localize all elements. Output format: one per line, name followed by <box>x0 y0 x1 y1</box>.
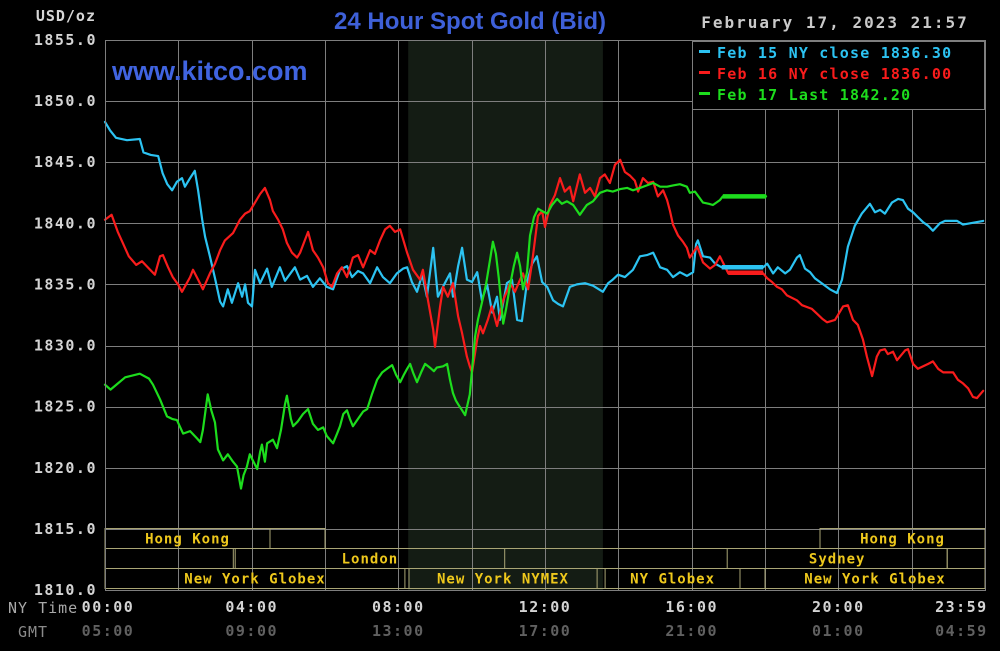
session-label: Sydney <box>809 552 866 568</box>
legend-dash-icon <box>699 50 710 53</box>
x-tick-ny: 23:59 <box>935 598 988 616</box>
legend-dash-icon <box>699 71 710 74</box>
gmt-axis-caption: GMT <box>18 623 49 641</box>
y-tick-label: 1835.0 <box>34 275 97 293</box>
y-tick-label: 1820.0 <box>34 459 97 477</box>
x-tick-ny: 00:00 <box>82 598 135 616</box>
session-box <box>408 568 598 589</box>
x-tick-ny: 20:00 <box>812 598 865 616</box>
y-tick-label: 1840.0 <box>34 214 97 232</box>
x-tick-ny: 08:00 <box>372 598 425 616</box>
x-tick-gmt: 21:00 <box>665 622 718 640</box>
session-label: New York Globex <box>804 572 945 588</box>
y-tick-label: 1850.0 <box>34 92 97 110</box>
y-axis-labels: 1810.0 1815.0 1820.0 1825.0 1830.0 1835.0 1840… <box>34 31 97 599</box>
x-tick-ny: 16:00 <box>665 598 718 616</box>
y-tick-label: 1855.0 <box>34 31 97 49</box>
session-label: New York NYMEX <box>437 572 569 588</box>
session-box <box>604 568 741 589</box>
y-tick-label: 1845.0 <box>34 153 97 171</box>
legend-dash-icon <box>699 92 710 95</box>
x-axis-ny-labels: 00:00 04:00 08:00 12:00 16:00 20:00 23:59 <box>82 598 988 616</box>
session-label: Hong Kong <box>860 532 945 548</box>
session-label: Hong Kong <box>145 532 230 548</box>
series-feb-17 <box>103 181 768 490</box>
legend-box: Feb 15 NY close 1836.30 Feb 16 NY close … <box>692 41 985 110</box>
kitco-watermark: www.kitco.com <box>112 56 308 86</box>
session-label: NY Globex <box>630 572 715 588</box>
x-tick-ny: 12:00 <box>519 598 572 616</box>
x-tick-ny: 04:00 <box>225 598 278 616</box>
y-tick-label: 1830.0 <box>34 337 97 355</box>
legend-label: Feb 15 NY close 1836.30 <box>717 44 953 62</box>
legend-item-feb-16: Feb 16 NY close 1836.00 <box>699 65 984 86</box>
y-axis-units-label: USD/oz <box>35 7 96 25</box>
x-tick-gmt: 04:59 <box>935 622 988 640</box>
session-label: London <box>342 552 399 568</box>
x-tick-gmt: 05:00 <box>82 622 135 640</box>
page-title: 24 Hour Spot Gold (Bid) <box>334 8 606 35</box>
legend-item-feb-17: Feb 17 Last 1842.20 <box>699 86 984 107</box>
y-tick-label: 1815.0 <box>34 520 97 538</box>
plot-border <box>105 40 986 591</box>
x-tick-gmt: 13:00 <box>372 622 425 640</box>
ny-time-axis-caption: NY Time <box>8 599 79 617</box>
series-feb-15 <box>103 120 985 323</box>
legend-label: Feb 16 NY close 1836.00 <box>717 65 953 83</box>
y-tick-label: 1825.0 <box>34 398 97 416</box>
x-tick-gmt: 01:00 <box>812 622 865 640</box>
x-tick-gmt: 09:00 <box>225 622 278 640</box>
legend-item-feb-15: Feb 15 NY close 1836.30 <box>699 44 984 65</box>
session-label: New York Globex <box>184 572 325 588</box>
x-tick-gmt: 17:00 <box>519 622 572 640</box>
market-sessions: Hong Kong Hong Kong London Sydney New York G… <box>104 528 986 589</box>
y-tick-label: 1810.0 <box>34 581 97 599</box>
x-axis-gmt-labels: 05:00 09:00 13:00 17:00 21:00 01:00 04:59 <box>82 622 988 640</box>
legend-label: Feb 17 Last 1842.20 <box>717 86 912 104</box>
datetime-label: February 17, 2023 21:57 <box>701 13 969 32</box>
